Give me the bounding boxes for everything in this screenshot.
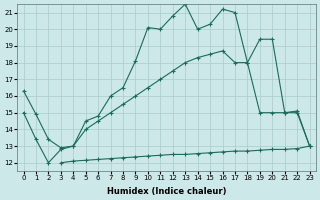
X-axis label: Humidex (Indice chaleur): Humidex (Indice chaleur) [107, 187, 226, 196]
